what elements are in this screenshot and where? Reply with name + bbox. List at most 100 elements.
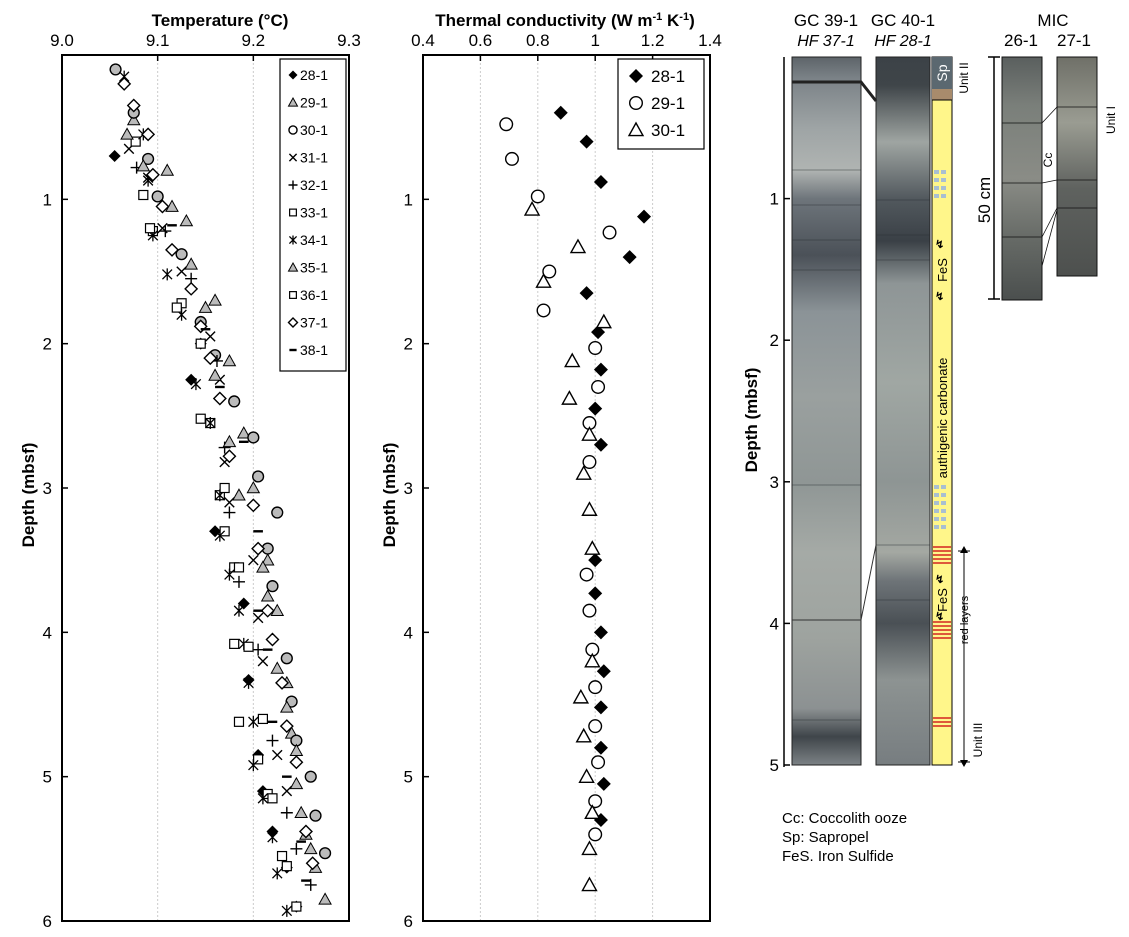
carbonate-mark [941,517,946,521]
data-point-36-1 [276,850,288,862]
data-point-34-1 [161,268,173,281]
mic-title: MIC [1037,11,1068,30]
data-point-35-1 [270,661,285,674]
data-point-28-1 [591,325,606,340]
data-point-30-1 [575,465,592,480]
carbonate-mark [941,509,946,513]
legend-marker-29-1 [287,96,299,107]
data-point-35-1 [136,159,151,172]
legend-marker-30-1 [627,121,645,137]
data-point-37-1 [279,719,294,734]
data-point-30-1 [569,238,587,254]
data-point-29-1 [208,293,222,306]
data-point-36-1 [257,713,268,725]
data-point-31-1 [281,785,293,797]
data-point-29-1 [536,303,551,318]
core-photo-gc40 [875,56,931,766]
data-point-30-1 [572,688,590,704]
core-name-gc40: GC 40-1 [871,11,935,30]
data-point-34-1 [248,759,259,772]
carbonate-mark [934,493,939,497]
data-point-30-1 [578,768,595,783]
data-point-33-1 [229,638,240,649]
data-point-30-1 [581,840,598,856]
core-panel: GC 39-1 HF 37-1 GC 40-1 HF 28-1 1 2 3 4 5 De… [742,11,1118,865]
x-tick-label: 9.3 [337,31,361,50]
data-point-37-1 [265,632,280,647]
data-point-37-1 [260,603,275,618]
brown-layer [932,89,952,100]
data-point-34-1 [205,417,216,430]
data-point-30-1 [151,190,164,203]
key-iron-sulfide: FeS. Iron Sulfide [782,848,894,865]
data-point-33-1 [291,901,302,912]
mic-core-27: 27-1 [1057,31,1091,50]
core-name-gc39: GC 39-1 [794,11,858,30]
data-point-30-1 [247,431,260,444]
data-point-29-1 [126,112,141,126]
data-point-29-1 [222,353,237,367]
core-sub-hf37: HF 37-1 [797,33,855,50]
carbonate-mark [941,525,946,529]
data-point-34-1 [248,715,259,728]
data-point-36-1 [171,302,182,313]
data-point-28-1 [593,175,608,190]
data-point-29-1 [579,567,594,582]
data-point-35-1 [184,257,198,270]
x-tick-label: 9.0 [50,31,74,50]
data-point-29-1 [499,117,514,132]
data-point-32-1 [280,806,293,819]
core-photo-gc39 [791,56,862,766]
data-point-35-1 [303,841,318,855]
legend-label: 30-1 [300,122,328,138]
legend-marker-31-1 [288,153,298,162]
data-point-29-1 [582,455,597,470]
red-layer-marks [933,546,951,727]
data-point-29-1 [588,719,603,734]
temperature-y-label: Depth (mbsf) [19,443,38,548]
data-point-30-1 [561,390,578,405]
data-point-30-1 [595,313,612,329]
data-point-37-1 [275,675,290,690]
data-point-36-1 [219,482,230,494]
core-y-tick-label: 5 [770,756,779,775]
data-point-37-1 [184,281,199,296]
legend-label: 35-1 [300,260,328,276]
mic-photo-26 [1001,56,1043,301]
data-point-35-1 [120,127,134,140]
y-tick-label: 6 [43,912,52,931]
data-point-37-1 [203,351,218,366]
data-point-31-1 [271,749,283,761]
data-point-36-1 [195,413,206,424]
legend-marker-28-1 [629,69,643,83]
data-point-28-1 [579,134,594,149]
data-point-28-1 [588,401,603,416]
data-point-29-1 [588,340,603,355]
data-point-29-1 [530,189,545,204]
key-sapropel: Sp: Sapropel [782,829,869,846]
data-point-29-1 [588,827,603,842]
data-point-34-1 [271,867,283,880]
carbonate-mark [934,501,939,505]
data-point-29-1 [260,553,275,566]
core-texture-lines [792,169,930,721]
data-point-29-1 [160,163,175,176]
legend-label: 34-1 [300,232,328,248]
data-point-30-1 [584,804,601,820]
data-point-29-1 [591,379,606,394]
data-point-33-1 [195,338,206,349]
data-point-30-1 [304,770,317,783]
core-sub-hf28: HF 28-1 [874,33,932,50]
legend-label: 37-1 [300,315,328,331]
temperature-points [108,63,332,917]
y-tick-label: 5 [43,768,52,787]
conductivity-points [499,105,651,892]
key-coccolith: Cc: Coccolith ooze [782,810,907,827]
data-point-32-1 [290,842,303,855]
data-point-35-1 [222,434,237,448]
legend-marker-29-1 [629,95,644,110]
data-point-31-1 [204,331,216,342]
data-point-37-1 [289,755,304,770]
legend-marker-36-1 [289,291,297,299]
